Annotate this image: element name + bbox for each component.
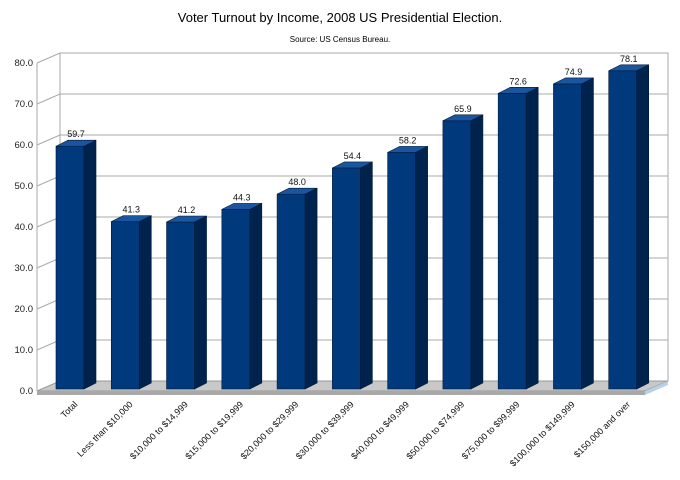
bar-side bbox=[581, 77, 594, 390]
bar-top bbox=[221, 203, 262, 210]
x-tick-label: $50,000 to $74,999 bbox=[404, 399, 466, 461]
data-label: 41.2 bbox=[178, 205, 196, 215]
chart-title: Voter Turnout by Income, 2008 US Preside… bbox=[178, 10, 502, 25]
data-label: 48.0 bbox=[288, 177, 306, 187]
y-tick-label: 10.0 bbox=[15, 345, 34, 356]
y-tick-label: 80.0 bbox=[15, 58, 34, 69]
bar-front bbox=[166, 221, 195, 390]
bar-top bbox=[166, 215, 207, 223]
bar: 44.3 bbox=[221, 192, 263, 390]
bar-side bbox=[138, 215, 152, 390]
bar: 72.6 bbox=[497, 76, 539, 390]
floor-side bbox=[645, 381, 668, 395]
bar-front bbox=[608, 70, 638, 390]
y-tick-label: 50.0 bbox=[15, 181, 34, 192]
y-tick-label: 20.0 bbox=[15, 304, 34, 315]
y-tick-label: 60.0 bbox=[15, 140, 34, 151]
bar: 59.7 bbox=[55, 129, 97, 390]
bar-side bbox=[525, 86, 539, 390]
bar-side bbox=[470, 114, 484, 390]
y-tick-label: 30.0 bbox=[15, 263, 34, 274]
bar-side bbox=[194, 215, 207, 390]
x-tick-label: $10,000 to $14,999 bbox=[128, 399, 190, 461]
bar-top bbox=[608, 64, 649, 72]
bar-side bbox=[304, 187, 318, 390]
x-tick-label: $15,000 to $19,999 bbox=[183, 399, 245, 461]
data-label: 72.6 bbox=[509, 76, 527, 86]
y-axis: 0.0 10.0 20.0 30.0 40.0 50.0 60.0 70.0 80.0 bbox=[15, 58, 34, 397]
x-tick-label: Less than $10,000 bbox=[75, 399, 134, 458]
y-tick-label: 40.0 bbox=[15, 222, 34, 233]
bar: 65.9 bbox=[442, 104, 484, 390]
data-label: 65.9 bbox=[454, 104, 472, 114]
bar-side bbox=[415, 145, 428, 390]
bar-top bbox=[55, 139, 97, 147]
data-label: 78.1 bbox=[620, 54, 638, 64]
bar: 41.3 bbox=[110, 205, 152, 390]
x-tick-label: $40,000 to $49,999 bbox=[349, 399, 411, 461]
x-tick-label: $75,000 to $99,999 bbox=[460, 399, 522, 461]
bar-top bbox=[498, 87, 539, 94]
gridline-side bbox=[36, 93, 61, 105]
bar-side bbox=[360, 161, 373, 390]
y-tick-label: 70.0 bbox=[15, 99, 34, 110]
gridline-side bbox=[36, 52, 61, 64]
bar-front bbox=[497, 93, 527, 390]
bar-front bbox=[110, 221, 140, 390]
x-tick-label: $20,000 to $29,999 bbox=[239, 399, 301, 461]
bar-side bbox=[636, 64, 650, 390]
bar: 58.2 bbox=[387, 135, 428, 390]
bar-front bbox=[553, 83, 582, 390]
data-label: 58.2 bbox=[399, 135, 417, 145]
bar-side bbox=[249, 202, 263, 390]
bar-front bbox=[332, 167, 361, 390]
bar-top bbox=[442, 114, 484, 122]
bar: 54.4 bbox=[332, 151, 373, 390]
data-label: 44.3 bbox=[233, 192, 251, 202]
bar-top bbox=[276, 187, 318, 195]
data-label: 41.3 bbox=[123, 205, 141, 215]
data-label: 54.4 bbox=[344, 151, 362, 161]
chart-subtitle: Source: US Census Bureau. bbox=[290, 35, 391, 44]
bar-side bbox=[83, 139, 97, 390]
data-label: 74.9 bbox=[565, 67, 583, 77]
bar: 74.9 bbox=[553, 67, 594, 390]
data-label: 59.7 bbox=[67, 129, 85, 139]
x-tick-label: $150,000 and over bbox=[572, 399, 632, 459]
bar-top bbox=[111, 215, 152, 222]
y-tick-label: 0.0 bbox=[20, 386, 33, 397]
bar-front bbox=[387, 152, 416, 390]
bar: 48.0 bbox=[276, 177, 318, 390]
x-tick-label: $30,000 to $39,999 bbox=[294, 399, 356, 461]
floor-edge bbox=[37, 391, 645, 395]
bar-front bbox=[276, 193, 306, 390]
bar-front bbox=[442, 120, 472, 390]
bar: 41.2 bbox=[166, 205, 207, 390]
bar-top bbox=[332, 161, 373, 169]
x-tick-label: Total bbox=[59, 399, 80, 420]
bars: 59.7 41.3 41.2 44.3 48.0 54.4 58.2 65.9 72.6 74.9… bbox=[55, 54, 650, 390]
bar-front bbox=[55, 145, 85, 390]
bar-front bbox=[221, 209, 251, 390]
gridline-side bbox=[36, 134, 61, 146]
bar-top bbox=[387, 146, 428, 153]
bar: 78.1 bbox=[608, 54, 650, 390]
bar-top bbox=[553, 77, 594, 85]
